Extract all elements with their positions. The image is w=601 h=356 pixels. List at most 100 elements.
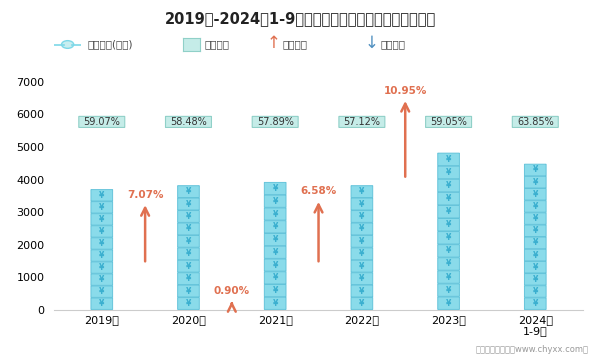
Text: ¥: ¥ [446, 168, 451, 177]
FancyBboxPatch shape [351, 223, 373, 235]
Text: ¥: ¥ [272, 248, 278, 257]
FancyBboxPatch shape [525, 286, 546, 297]
FancyBboxPatch shape [438, 258, 459, 270]
Text: ¥: ¥ [532, 239, 538, 247]
FancyBboxPatch shape [438, 219, 459, 231]
Text: ¥: ¥ [186, 237, 191, 246]
Text: ¥: ¥ [272, 184, 278, 193]
Text: ¥: ¥ [446, 260, 451, 268]
FancyBboxPatch shape [178, 186, 200, 198]
Text: 同比减少: 同比减少 [380, 40, 406, 49]
FancyBboxPatch shape [91, 250, 112, 261]
Text: 58.48%: 58.48% [170, 117, 207, 127]
Text: 6.58%: 6.58% [300, 187, 337, 197]
FancyBboxPatch shape [351, 260, 373, 272]
FancyBboxPatch shape [178, 198, 200, 210]
Text: ¥: ¥ [99, 299, 105, 308]
Text: 同比增加: 同比增加 [282, 40, 308, 49]
Text: 59.05%: 59.05% [430, 117, 467, 127]
Text: ¥: ¥ [186, 274, 191, 283]
FancyBboxPatch shape [351, 248, 373, 260]
FancyBboxPatch shape [525, 237, 546, 249]
Text: ¥: ¥ [186, 224, 191, 234]
Text: ¥: ¥ [99, 239, 105, 248]
FancyBboxPatch shape [339, 116, 385, 127]
FancyBboxPatch shape [178, 298, 200, 309]
FancyBboxPatch shape [438, 284, 459, 296]
Text: 7.07%: 7.07% [127, 190, 163, 200]
Text: 57.12%: 57.12% [343, 117, 380, 127]
Text: ¥: ¥ [532, 178, 538, 187]
Text: 制图：智研咨询（www.chyxx.com）: 制图：智研咨询（www.chyxx.com） [476, 345, 589, 354]
FancyBboxPatch shape [351, 298, 373, 309]
FancyBboxPatch shape [351, 285, 373, 297]
FancyBboxPatch shape [264, 234, 286, 246]
FancyBboxPatch shape [525, 164, 546, 176]
Text: ¥: ¥ [532, 299, 538, 308]
FancyBboxPatch shape [91, 201, 112, 213]
Text: ¥: ¥ [186, 187, 191, 196]
Text: ¥: ¥ [272, 210, 278, 219]
FancyBboxPatch shape [91, 190, 112, 201]
Text: ¥: ¥ [186, 262, 191, 271]
Text: ¥: ¥ [446, 207, 451, 216]
Text: ¥: ¥ [99, 191, 105, 200]
FancyBboxPatch shape [438, 297, 459, 309]
Text: ¥: ¥ [359, 249, 365, 258]
FancyBboxPatch shape [91, 298, 112, 309]
Text: 2019年-2024年1-9月江苏省累计原保险保费收入统计图: 2019年-2024年1-9月江苏省累计原保险保费收入统计图 [165, 11, 436, 26]
FancyBboxPatch shape [438, 271, 459, 283]
FancyBboxPatch shape [178, 273, 200, 284]
FancyBboxPatch shape [525, 225, 546, 236]
Text: ¥: ¥ [532, 251, 538, 260]
FancyBboxPatch shape [438, 231, 459, 244]
FancyBboxPatch shape [525, 249, 546, 261]
FancyBboxPatch shape [351, 273, 373, 284]
FancyBboxPatch shape [351, 235, 373, 247]
Text: ¥: ¥ [99, 251, 105, 260]
Text: ¥: ¥ [99, 263, 105, 272]
Text: ¥: ¥ [532, 263, 538, 272]
Text: ¥: ¥ [532, 287, 538, 296]
Text: ¥: ¥ [272, 235, 278, 244]
FancyBboxPatch shape [178, 248, 200, 260]
Text: ¥: ¥ [446, 181, 451, 190]
FancyBboxPatch shape [512, 116, 558, 127]
Text: ¥: ¥ [272, 197, 278, 206]
FancyBboxPatch shape [91, 238, 112, 249]
Text: ¥: ¥ [359, 199, 365, 209]
Text: 0.90%: 0.90% [214, 286, 250, 296]
FancyBboxPatch shape [525, 298, 546, 309]
FancyBboxPatch shape [264, 272, 286, 284]
FancyBboxPatch shape [264, 246, 286, 258]
FancyBboxPatch shape [525, 201, 546, 212]
FancyBboxPatch shape [351, 186, 373, 198]
FancyBboxPatch shape [178, 260, 200, 272]
Text: ¥: ¥ [446, 194, 451, 203]
FancyBboxPatch shape [264, 221, 286, 233]
Text: ¥: ¥ [359, 274, 365, 283]
FancyBboxPatch shape [438, 179, 459, 192]
FancyBboxPatch shape [264, 182, 286, 195]
Text: ¥: ¥ [186, 299, 191, 308]
FancyBboxPatch shape [438, 192, 459, 205]
Text: ¥: ¥ [186, 212, 191, 221]
FancyBboxPatch shape [91, 274, 112, 286]
Text: ¥: ¥ [446, 299, 451, 308]
Text: ¥: ¥ [446, 155, 451, 164]
Text: ¥: ¥ [532, 226, 538, 235]
FancyBboxPatch shape [438, 205, 459, 218]
Text: ¥: ¥ [359, 237, 365, 246]
Text: ↑: ↑ [266, 34, 281, 52]
Text: 59.07%: 59.07% [84, 117, 120, 127]
Text: ¥: ¥ [99, 275, 105, 284]
FancyBboxPatch shape [264, 208, 286, 220]
Text: ¥: ¥ [99, 227, 105, 236]
FancyBboxPatch shape [525, 213, 546, 224]
Text: ¥: ¥ [359, 299, 365, 308]
FancyBboxPatch shape [178, 285, 200, 297]
FancyBboxPatch shape [426, 116, 472, 127]
Text: 寿险占比: 寿险占比 [204, 40, 230, 49]
Text: ¥: ¥ [272, 261, 278, 269]
Text: ¥: ¥ [446, 220, 451, 229]
